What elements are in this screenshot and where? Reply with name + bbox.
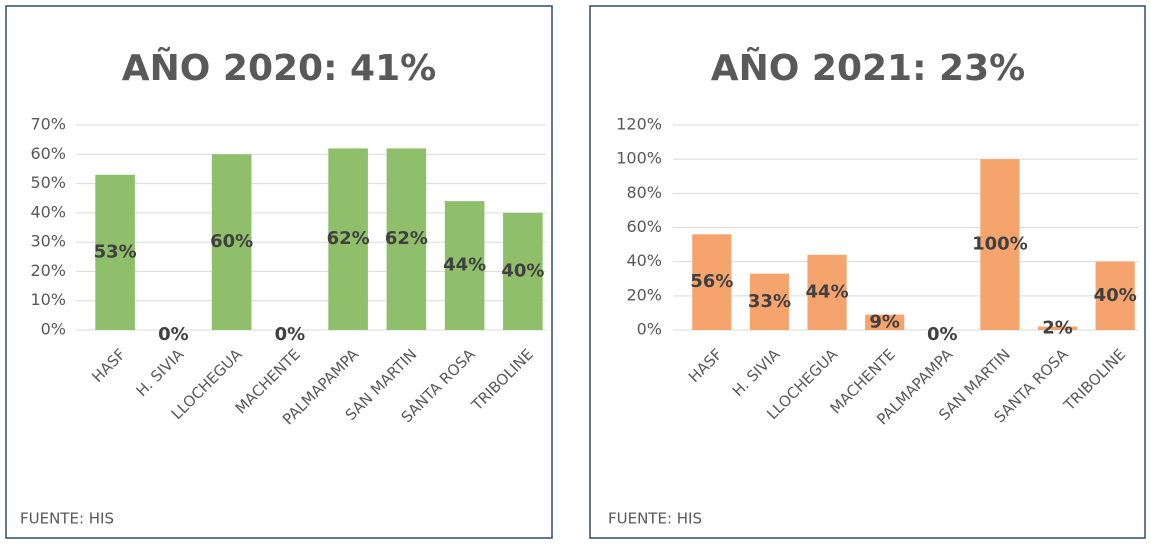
data-label: 2% [1042,317,1073,338]
data-label: 62% [327,228,370,249]
y-tick-label: 0% [637,320,662,339]
data-label: 100% [972,234,1028,255]
bar [211,154,252,330]
source-note: FUENTE: HIS [20,510,114,528]
data-label: 44% [806,281,849,302]
data-label: 33% [748,291,791,312]
x-tick-label: HASF [88,345,129,386]
y-tick-label: 60% [626,217,662,236]
bar [95,174,135,330]
bar [749,273,790,330]
bar [328,148,368,330]
bar [444,201,485,330]
x-tick-label: TRIBOLINE [467,345,537,415]
data-label: 0% [158,324,189,345]
bar [807,254,847,330]
y-tick-label: 30% [30,232,66,251]
y-tick-label: 40% [30,202,66,221]
data-label: 60% [210,231,253,252]
data-label: 62% [385,228,428,249]
bar [980,159,1020,330]
y-tick-label: 40% [626,251,662,270]
y-tick-label: 20% [30,261,66,280]
bar [503,212,543,330]
data-label: 9% [869,311,900,332]
y-tick-label: 70% [30,115,66,134]
bar [1037,326,1078,330]
source-note: FUENTE: HIS [608,510,702,528]
y-tick-label: 100% [616,149,662,168]
panel-border [5,5,553,539]
x-tick-label: HASF [685,345,726,386]
x-tick-label: H. SIVIA [729,345,784,400]
y-tick-label: 0% [41,320,66,339]
data-label: 44% [443,255,486,276]
y-tick-label: 120% [616,115,662,134]
bar [1095,261,1135,330]
data-label: 40% [1094,285,1137,306]
x-tick-label: H. SIVIA [133,345,188,400]
data-label: 40% [501,260,544,281]
y-tick-label: 60% [30,144,66,163]
data-label: 0% [275,324,306,345]
data-label: 53% [94,241,137,262]
y-tick-label: 80% [626,183,662,202]
panel-border [589,5,1146,539]
chart-title: AÑO 2020: 41% [122,47,436,89]
data-label: 0% [927,324,958,345]
chart-title: AÑO 2021: 23% [711,47,1025,89]
bar [692,234,732,330]
x-tick-label: TRIBOLINE [1060,345,1130,415]
y-tick-label: 50% [30,173,66,192]
bar [865,314,905,330]
y-tick-label: 10% [30,290,66,309]
y-tick-label: 20% [626,285,662,304]
bar [386,148,427,330]
data-label: 56% [690,271,733,292]
